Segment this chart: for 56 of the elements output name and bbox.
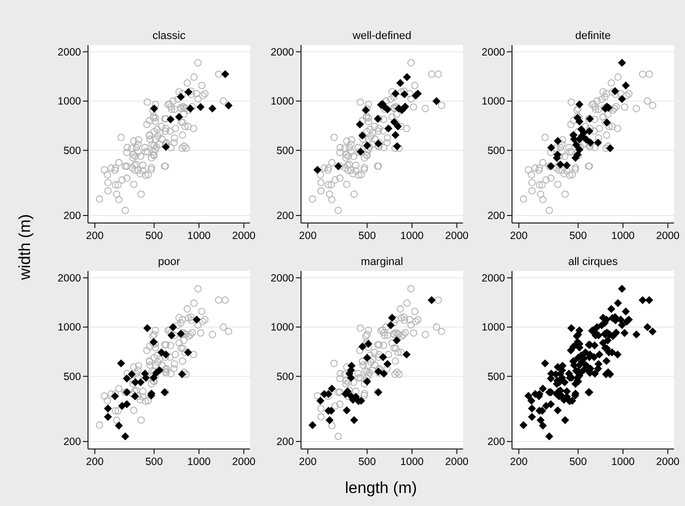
x-tick-label: 500	[569, 456, 588, 468]
y-tick-label: 2000	[482, 272, 506, 284]
y-tick-label: 1000	[482, 322, 506, 334]
y-tick-label: 1000	[58, 96, 82, 108]
y-tick-label: 200	[487, 210, 506, 222]
x-tick-label: 1000	[611, 230, 635, 242]
chart-title: poor	[158, 256, 180, 268]
x-tick-label: 500	[145, 456, 164, 468]
y-tick-label: 500	[63, 371, 82, 384]
x-tick-label: 2000	[656, 230, 680, 242]
y-axis-title: width (m)	[17, 214, 34, 281]
x-tick-label: 500	[569, 230, 588, 242]
y-tick-label: 500	[276, 371, 294, 384]
x-tick-label: 500	[358, 456, 376, 468]
y-tick-label: 200	[63, 436, 82, 448]
x-tick-label: 2000	[232, 456, 256, 468]
chart-title: classic	[152, 30, 186, 42]
y-tick-label: 500	[487, 371, 506, 384]
chart-title: marginal	[360, 256, 404, 268]
x-tick-label: 500	[358, 230, 376, 242]
x-tick-label: 2000	[445, 230, 469, 242]
y-tick-label: 500	[63, 145, 82, 158]
x-tick-label: 200	[299, 456, 317, 468]
x-tick-label: 500	[145, 230, 164, 242]
x-tick-label: 2000	[232, 230, 256, 242]
x-tick-label: 1000	[611, 456, 635, 468]
x-axis-title: length (m)	[344, 480, 418, 497]
y-tick-label: 2000	[482, 46, 506, 58]
y-tick-label: 1000	[270, 322, 294, 334]
y-tick-label: 2000	[58, 272, 82, 284]
y-tick-label: 200	[63, 210, 82, 222]
y-tick-label: 200	[276, 436, 294, 448]
x-tick-label: 200	[510, 456, 528, 468]
chart-title: all cirques	[568, 256, 618, 268]
x-tick-label: 1000	[187, 456, 211, 468]
x-tick-label: 200	[299, 230, 317, 242]
x-tick-label: 200	[86, 230, 104, 242]
y-tick-label: 2000	[270, 46, 294, 58]
y-tick-label: 1000	[58, 322, 82, 334]
y-tick-label: 200	[487, 436, 506, 448]
x-tick-label: 2000	[445, 456, 469, 468]
y-tick-label: 1000	[482, 96, 506, 108]
x-tick-label: 1000	[400, 230, 424, 242]
x-tick-label: 2000	[656, 456, 680, 468]
y-tick-label: 2000	[58, 46, 82, 58]
y-tick-label: 2000	[270, 272, 294, 284]
x-tick-label: 1000	[187, 230, 211, 242]
chart-title: definite	[575, 30, 611, 42]
y-tick-label: 500	[276, 145, 294, 158]
chart-title: well-defined	[352, 30, 412, 42]
y-tick-label: 500	[487, 145, 506, 158]
x-tick-label: 1000	[400, 456, 424, 468]
y-tick-label: 1000	[270, 96, 294, 108]
x-tick-label: 200	[86, 456, 104, 468]
y-tick-label: 200	[276, 210, 294, 222]
x-tick-label: 200	[510, 230, 528, 242]
